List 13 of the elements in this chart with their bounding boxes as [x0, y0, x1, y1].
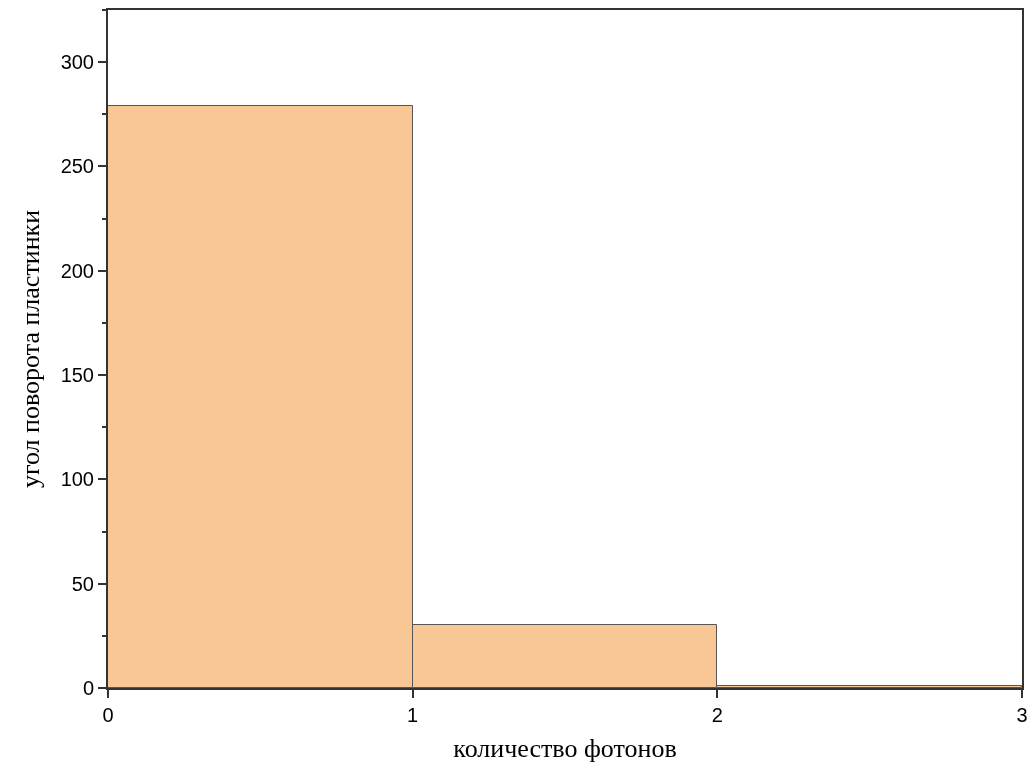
x-axis-title: количество фотонов	[453, 734, 677, 764]
y-tick-label: 150	[60, 364, 94, 387]
y-tick-label: 250	[60, 155, 94, 178]
x-tick-label: 0	[102, 704, 114, 726]
y-tick-label: 50	[71, 572, 94, 595]
y-tick-label: 300	[60, 51, 94, 74]
y-axis-title: угол поворота пластинки	[15, 209, 45, 489]
x-tick-label: 2	[711, 704, 723, 726]
y-tick-label: 100	[60, 468, 94, 491]
y-tick-label: 200	[60, 259, 94, 282]
x-tick-label: 1	[407, 704, 419, 726]
x-tick-label: 3	[1016, 704, 1028, 726]
y-tick-label: 0	[82, 677, 94, 699]
